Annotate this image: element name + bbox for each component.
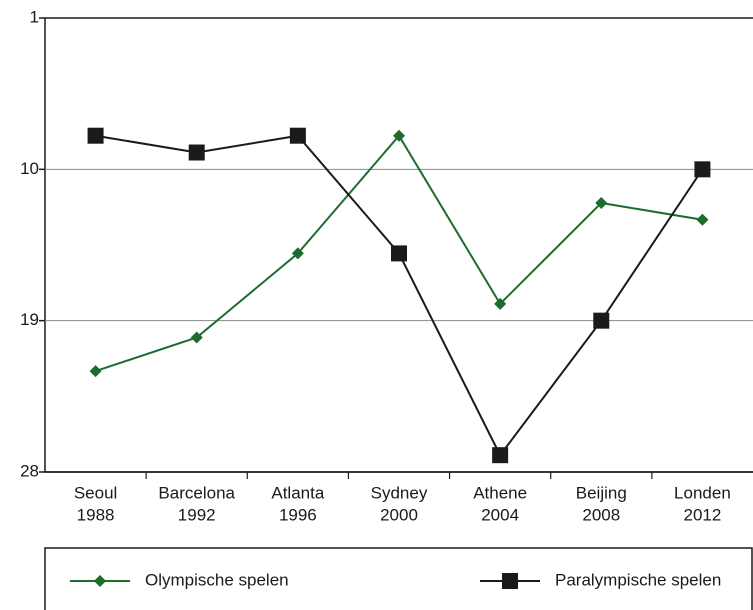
x-tick-label: Sydney: [371, 483, 428, 502]
legend: [44, 547, 753, 610]
y-tick-label: 19: [20, 310, 39, 329]
y-tick-label: 1: [30, 7, 39, 26]
x-tick-label: Seoul: [74, 483, 117, 502]
legend-marker: [502, 573, 518, 589]
x-tick-label: 2004: [481, 505, 519, 524]
data-point: [190, 331, 203, 344]
data-point: [87, 127, 104, 144]
legend-label: Olympische spelen: [145, 570, 289, 589]
x-tick-label: Athene: [473, 483, 527, 502]
x-tick-label: Londen: [674, 483, 731, 502]
data-point: [694, 161, 711, 178]
x-tick-label: 2012: [684, 505, 722, 524]
x-tick-label: 2008: [582, 505, 620, 524]
legend-marker: [94, 575, 106, 587]
y-tick-label: 10: [20, 159, 39, 178]
x-tick-label: 1988: [77, 505, 115, 524]
x-tick-label: 1992: [178, 505, 216, 524]
data-point: [696, 213, 709, 226]
data-point: [188, 144, 205, 161]
x-tick-label: Atlanta: [271, 483, 324, 502]
data-point: [492, 447, 509, 464]
data-point: [289, 127, 306, 144]
data-point: [595, 196, 608, 209]
data-point: [291, 247, 304, 260]
series-line: [95, 134, 704, 458]
x-tick-label: 2000: [380, 505, 418, 524]
data-point: [593, 312, 610, 329]
data-point: [391, 245, 407, 262]
y-tick-label: 28: [20, 461, 39, 480]
legend-label: Paralympische spelen: [555, 570, 721, 589]
x-tick-label: Barcelona: [158, 483, 235, 502]
x-tick-label: Beijing: [576, 483, 627, 502]
x-tick-label: 1996: [279, 505, 317, 524]
data-point: [393, 129, 405, 142]
data-point: [494, 297, 507, 310]
data-point: [89, 365, 102, 378]
